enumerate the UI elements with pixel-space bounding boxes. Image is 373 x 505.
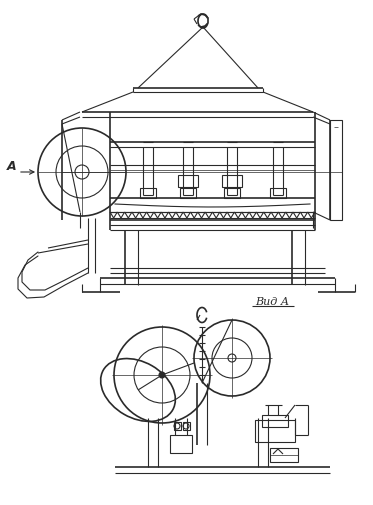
Bar [330,120,342,220]
Bar [255,420,295,442]
Bar [222,175,242,187]
Bar [270,188,286,198]
Bar [262,415,288,427]
Bar [140,188,156,198]
Circle shape [159,372,165,378]
Bar [224,188,240,198]
Bar [170,435,192,453]
Bar [178,175,198,187]
Bar [183,422,190,430]
Bar [174,422,181,430]
Bar [270,448,298,462]
Text: Вид А: Вид А [255,297,289,307]
Bar [180,188,196,198]
Text: A: A [7,160,17,173]
